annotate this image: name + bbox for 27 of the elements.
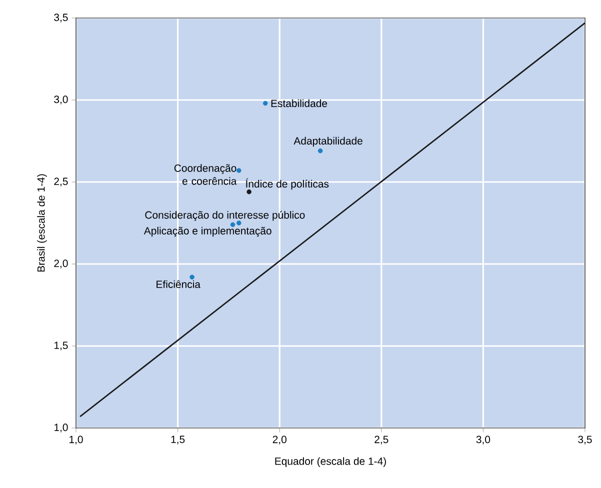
x-tick-label: 3,0 xyxy=(476,436,490,444)
series-label: Estabilidade xyxy=(271,99,328,108)
y-tick-label: 3,0 xyxy=(54,96,68,104)
y-tick-label: 1,0 xyxy=(54,424,68,432)
x-axis-title: Equador (escala de 1-4) xyxy=(275,457,386,467)
series-label: Consideração do interesse público xyxy=(145,210,305,221)
series-label: Coordenação e coerência xyxy=(174,164,237,185)
point xyxy=(236,168,242,173)
x-tick-label: 1,0 xyxy=(70,436,83,444)
point xyxy=(236,220,242,226)
x-tick-label: 2,5 xyxy=(374,436,388,444)
y-tick-label: 2,5 xyxy=(54,178,68,186)
point xyxy=(262,100,268,106)
y-tick-label: 1,5 xyxy=(54,342,68,350)
point xyxy=(318,148,323,154)
series-label: Adaptabilidade xyxy=(294,136,362,147)
x-tick-label: 1,5 xyxy=(171,436,185,444)
y-tick-label: 3,5 xyxy=(54,14,68,22)
text: Aplicação e implementação xyxy=(144,226,272,237)
series-label: Índice de políticas xyxy=(246,178,329,190)
y-axis-title: Brasil (escala de 1-4) xyxy=(37,174,47,272)
y-tick-label: 2,0 xyxy=(54,260,68,268)
series-label: Eficiência xyxy=(156,280,200,288)
point xyxy=(246,189,252,194)
point xyxy=(190,274,194,280)
x-tick-label: 3,5 xyxy=(578,436,592,444)
x-tick-label: 2,0 xyxy=(272,436,286,444)
